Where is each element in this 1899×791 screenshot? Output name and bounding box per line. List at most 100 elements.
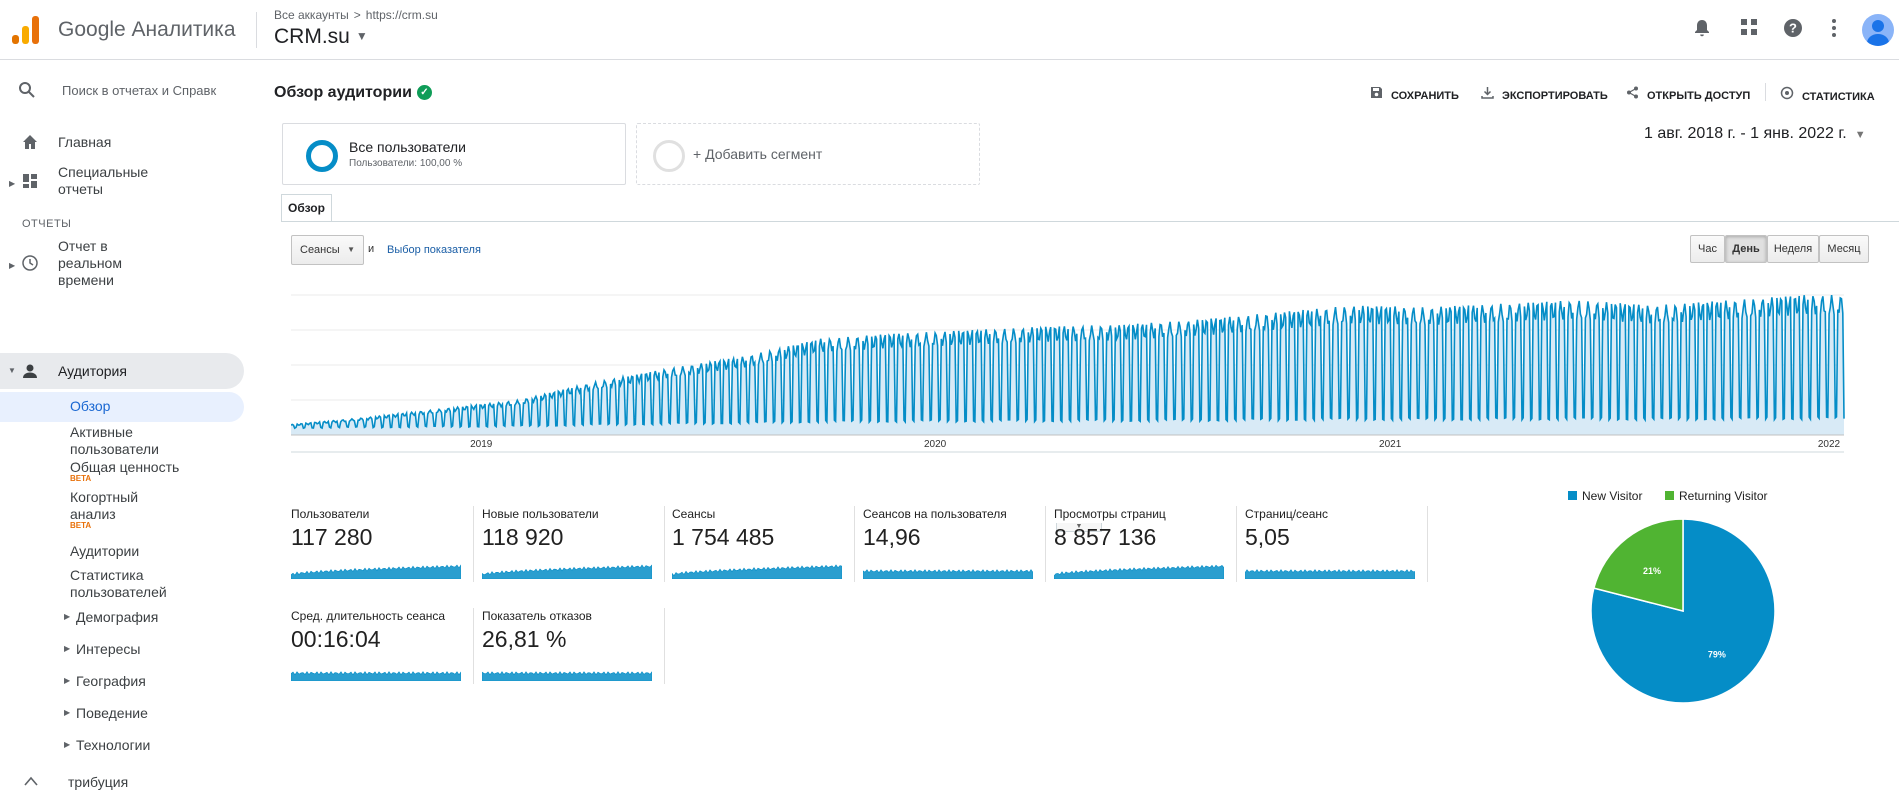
sidebar-item-geo[interactable]: География bbox=[76, 673, 146, 689]
chevron-right-icon[interactable]: ▶ bbox=[9, 261, 16, 270]
tab-underline bbox=[281, 221, 1899, 222]
metric-tile[interactable]: Пользователи 117 280 bbox=[291, 507, 482, 587]
download-icon bbox=[1481, 87, 1494, 102]
more-vert-icon[interactable] bbox=[1822, 18, 1846, 42]
breadcrumb-separator: > bbox=[353, 8, 361, 22]
empty-segment-ring-icon bbox=[653, 140, 685, 172]
chart-series-line bbox=[291, 295, 1845, 430]
sidebar-item-audience[interactable]: Аудитория bbox=[58, 363, 127, 379]
metric-tile[interactable]: Показатель отказов 26,81 % bbox=[482, 609, 673, 689]
sidebar-item-cohort[interactable]: Когортный анализ bbox=[70, 489, 138, 523]
visitor-type-pie-chart[interactable]: 79% 21% bbox=[1588, 516, 1778, 706]
sidebar-item-realtime[interactable]: Отчет в реальном времени bbox=[58, 238, 122, 289]
sidebar-item-technology[interactable]: Технологии bbox=[76, 737, 151, 753]
metric-tile[interactable]: Новые пользователи 118 920 bbox=[482, 507, 673, 587]
metric-tile[interactable]: Сеансы 1 754 485 bbox=[672, 507, 863, 587]
clock-icon bbox=[22, 255, 38, 275]
share-button[interactable]: ОТКРЫТЬ ДОСТУП bbox=[1626, 86, 1750, 102]
pie-slice-new-visitor[interactable] bbox=[1590, 518, 1776, 704]
sidebar-item-audiences[interactable]: Аудитории bbox=[70, 543, 140, 559]
home-icon bbox=[22, 134, 38, 154]
sidebar-item-custom-reports[interactable]: Специальные отчеты bbox=[58, 164, 148, 198]
sidebar-item-demographics[interactable]: Демография bbox=[76, 609, 159, 625]
tile-divider bbox=[473, 506, 474, 582]
metric-tile[interactable]: Страниц/сеанс 5,05 bbox=[1245, 507, 1436, 587]
sidebar-item-attribution[interactable]: трибуция bbox=[68, 774, 129, 790]
sidebar: Поиск в отчетах и Справк Главная ▶ Специ… bbox=[0, 61, 264, 790]
sidebar-item-active-users[interactable]: Активные пользователи bbox=[70, 424, 159, 458]
tab-overview[interactable]: Обзор bbox=[281, 194, 332, 221]
tile-divider bbox=[473, 608, 474, 684]
granularity-week-button[interactable]: Неделя bbox=[1767, 235, 1819, 263]
metric-tile[interactable]: Сред. длительность сеанса 00:16:04 bbox=[291, 609, 482, 689]
pie-slice-returning-visitor[interactable] bbox=[1592, 518, 1684, 612]
granularity-month-button[interactable]: Месяц bbox=[1819, 235, 1869, 263]
notifications-bell-icon[interactable] bbox=[1690, 18, 1714, 42]
segment-subtitle: Пользователи: 100,00 % bbox=[349, 158, 463, 169]
analytics-logo-icon[interactable] bbox=[12, 14, 42, 44]
chevron-right-icon[interactable]: ▶ bbox=[64, 676, 71, 685]
realtime-label-2: реальном bbox=[58, 255, 122, 271]
save-button[interactable]: СОХРАНИТЬ bbox=[1370, 86, 1459, 102]
metric-sparkline bbox=[482, 671, 652, 681]
metric-sparkline bbox=[863, 569, 1033, 579]
metric-value: 8 857 136 bbox=[1054, 524, 1157, 550]
metric-sparkline bbox=[482, 564, 652, 579]
divider bbox=[256, 12, 257, 48]
metric-sparkline bbox=[672, 564, 842, 579]
sparkline-area bbox=[482, 671, 652, 681]
chart-area-fill bbox=[291, 295, 1844, 435]
metric-tile[interactable]: Просмотры страниц 8 857 136 bbox=[1054, 507, 1245, 587]
save-icon bbox=[1370, 87, 1383, 102]
chevron-right-icon[interactable]: ▶ bbox=[64, 708, 71, 717]
search-icon bbox=[18, 81, 36, 102]
sparkline-area bbox=[291, 564, 461, 579]
chevron-right-icon[interactable]: ▶ bbox=[64, 644, 71, 653]
sidebar-item-lifetime-value[interactable]: Общая ценность bbox=[70, 459, 180, 475]
chevron-right-icon[interactable]: ▶ bbox=[9, 179, 16, 188]
metric-value: 117 280 bbox=[291, 524, 373, 550]
search-input[interactable]: Поиск в отчетах и Справк bbox=[62, 83, 217, 98]
segment-all-users[interactable]: Все пользователи Пользователи: 100,00 % bbox=[282, 123, 626, 185]
user-stats-label-2: пользователей bbox=[70, 584, 167, 600]
tile-divider bbox=[1045, 506, 1046, 582]
granularity-hour-button[interactable]: Час bbox=[1690, 235, 1725, 263]
insights-button[interactable]: СТАТИСТИКА bbox=[1780, 86, 1875, 103]
breadcrumb-property[interactable]: https://crm.su bbox=[365, 8, 438, 22]
sidebar-item-interests[interactable]: Интересы bbox=[76, 641, 141, 657]
metric-tile[interactable]: Сеансов на пользователя 14,96 bbox=[863, 507, 1054, 587]
choose-metric-link[interactable]: Выбор показателя bbox=[387, 244, 481, 256]
sidebar-item-user-stats[interactable]: Статистика пользователей bbox=[70, 567, 167, 601]
tile-divider bbox=[854, 506, 855, 582]
date-range-picker[interactable]: 1 авг. 2018 г. - 1 янв. 2022 г. ▼ bbox=[1644, 125, 1866, 143]
add-segment-button[interactable]: + Добавить сегмент bbox=[636, 123, 980, 185]
pie-label-returning-visitor: 21% bbox=[1643, 566, 1661, 576]
metric-value: 1 754 485 bbox=[672, 524, 775, 550]
cohort-label-1: Когортный bbox=[70, 489, 139, 505]
breadcrumb-all-accounts[interactable]: Все аккаунты bbox=[274, 8, 349, 22]
metric-select[interactable]: Сеансы ▼ bbox=[291, 235, 364, 265]
user-stats-label-1: Статистика bbox=[70, 567, 144, 583]
chevron-right-icon[interactable]: ▶ bbox=[64, 740, 71, 749]
sparkline-area bbox=[863, 569, 1033, 579]
export-button[interactable]: ЭКСПОРТИРОВАТЬ bbox=[1481, 86, 1608, 102]
legend-swatch bbox=[1665, 491, 1674, 500]
account-selector[interactable]: CRM.su ▼ bbox=[274, 25, 368, 49]
granularity-day-button[interactable]: День bbox=[1725, 235, 1767, 263]
sparkline-area bbox=[1054, 564, 1224, 579]
chevron-right-icon[interactable]: ▶ bbox=[64, 612, 71, 621]
chevron-down-icon[interactable]: ▼ bbox=[8, 366, 16, 375]
metric-sparkline bbox=[1054, 564, 1224, 579]
sessions-line-chart[interactable]: 2019 2020 2021 2022 bbox=[291, 289, 1859, 527]
help-icon[interactable]: ? bbox=[1781, 18, 1805, 42]
breadcrumb[interactable]: Все аккаунты > https://crm.su bbox=[274, 8, 438, 22]
sidebar-item-home[interactable]: Главная bbox=[58, 134, 112, 150]
metric-value: 00:16:04 bbox=[291, 626, 381, 652]
chart-collapse-handle[interactable]: ▼ bbox=[1056, 523, 1102, 532]
user-avatar[interactable] bbox=[1862, 14, 1894, 46]
apps-grid-icon[interactable] bbox=[1737, 18, 1761, 42]
add-segment-label: + Добавить сегмент bbox=[693, 146, 823, 162]
metric-label: Страниц/сеанс bbox=[1245, 507, 1329, 521]
sidebar-item-overview[interactable]: Обзор bbox=[70, 398, 111, 414]
sidebar-item-behavior[interactable]: Поведение bbox=[76, 705, 148, 721]
